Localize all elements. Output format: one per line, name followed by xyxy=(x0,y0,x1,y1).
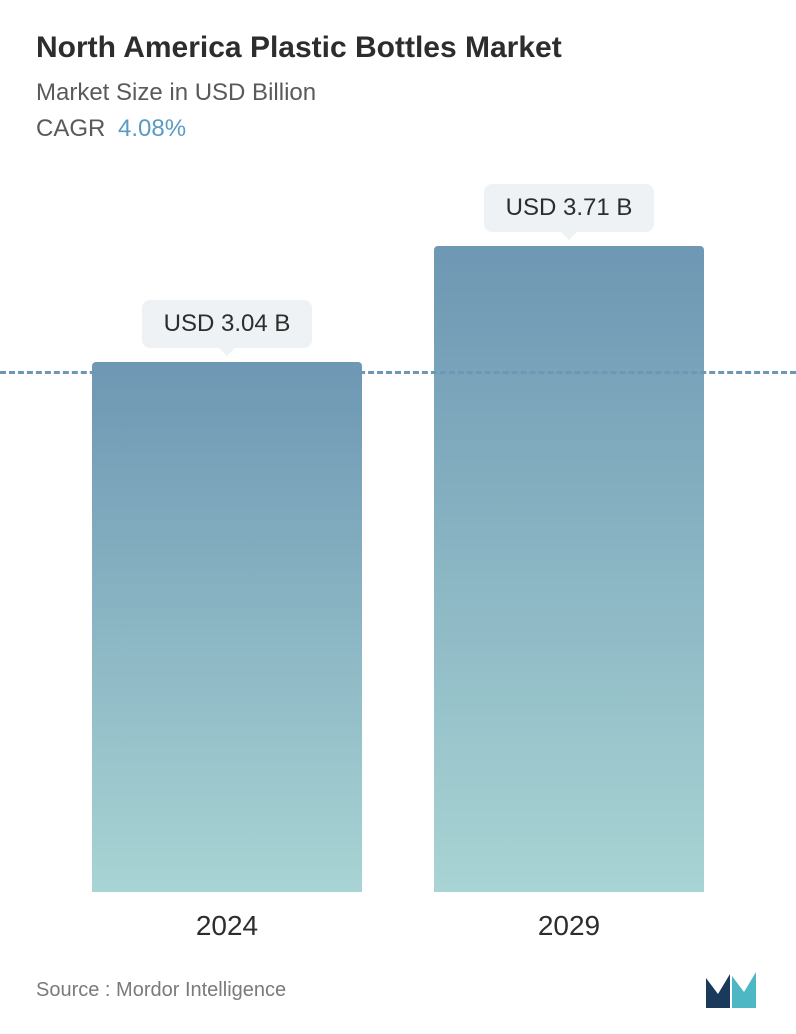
chart-footer: Source : Mordor Intelligence xyxy=(36,962,760,1010)
chart-title: North America Plastic Bottles Market xyxy=(36,28,760,67)
chart-subtitle: Market Size in USD Billion xyxy=(36,79,760,107)
source-text: Source : Mordor Intelligence xyxy=(36,979,286,1002)
mordor-logo-icon xyxy=(704,970,760,1010)
cagr-label: CAGR xyxy=(36,115,105,142)
bar-group-2029: USD 3.71 B xyxy=(434,184,704,892)
x-axis-label-2029: 2029 xyxy=(434,910,704,942)
bar-group-2024: USD 3.04 B xyxy=(92,300,362,892)
x-axis-label-2024: 2024 xyxy=(92,910,362,942)
value-label-2029: USD 3.71 B xyxy=(484,184,655,232)
cagr-value: 4.08% xyxy=(118,115,186,142)
bar-2024 xyxy=(92,362,362,892)
reference-line xyxy=(0,371,796,374)
bars-wrapper: USD 3.04 B USD 3.71 B xyxy=(36,193,760,892)
bar-2029 xyxy=(434,246,704,892)
value-label-2024: USD 3.04 B xyxy=(142,300,313,348)
cagr-line: CAGR 4.08% xyxy=(36,115,760,143)
x-axis-labels: 2024 2029 xyxy=(36,910,760,942)
chart-area: USD 3.04 B USD 3.71 B 2024 2029 xyxy=(36,193,760,952)
chart-container: North America Plastic Bottles Market Mar… xyxy=(0,0,796,1034)
